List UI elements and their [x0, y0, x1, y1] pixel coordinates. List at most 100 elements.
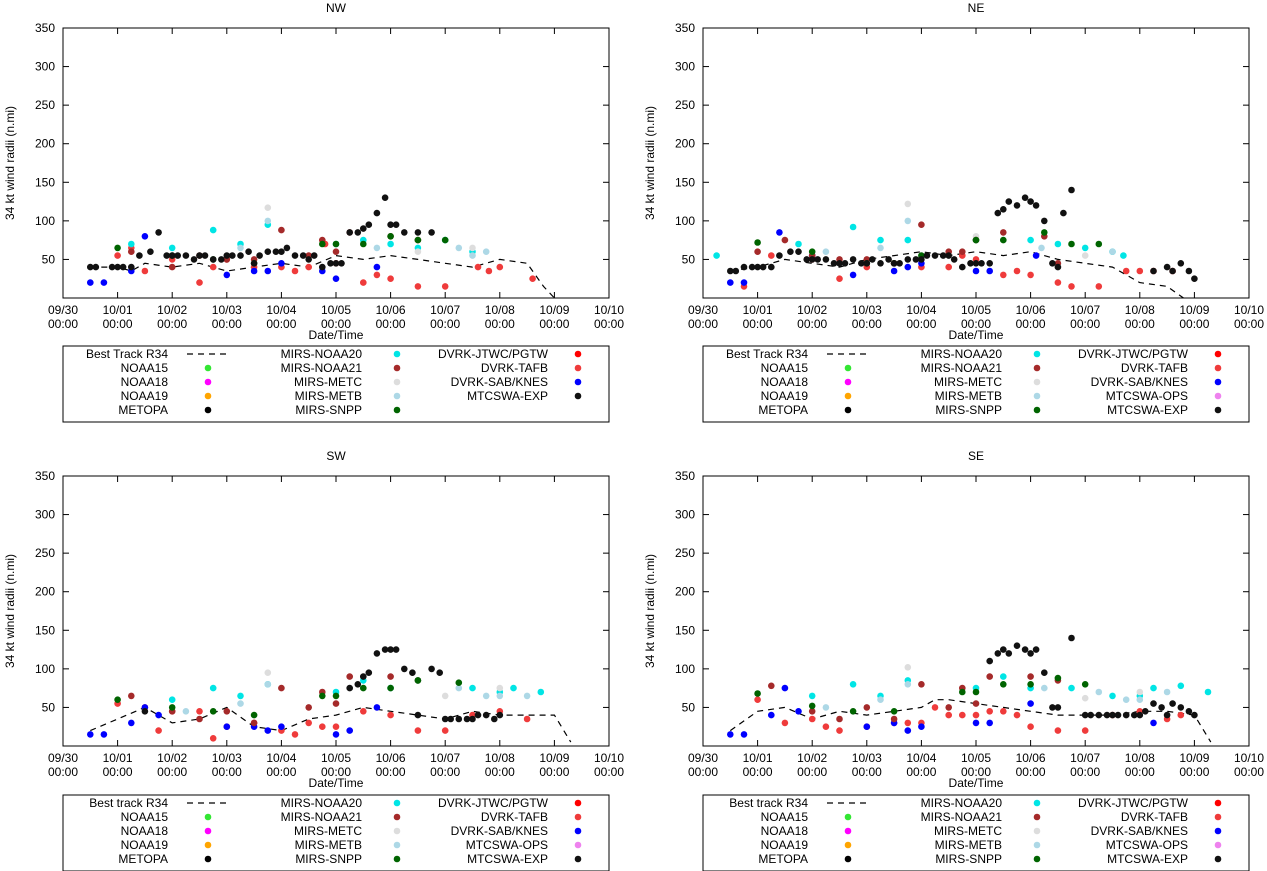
data-point [713, 252, 720, 259]
x-tick-label-time: 00:00 [212, 317, 242, 331]
legend-dot-marker [574, 350, 582, 358]
x-axis-label: Date/Time [949, 776, 1004, 790]
data-point [918, 681, 925, 688]
data-point [727, 731, 734, 738]
data-point [781, 719, 789, 727]
legend-label: DVRK-JTWC/PGTW [1078, 796, 1189, 810]
data-point [1027, 681, 1034, 688]
x-axis-label: Date/Time [949, 328, 1004, 342]
data-point [414, 283, 422, 290]
data-point [950, 256, 958, 263]
data-point [360, 279, 367, 286]
data-point [836, 260, 843, 267]
data-point [346, 673, 354, 680]
data-point [1060, 209, 1067, 217]
legend-label: MIRS-NOAA20 [921, 347, 1003, 361]
data-point [836, 715, 843, 723]
legend-label: NOAA18 [121, 375, 169, 389]
legend-label: Best track R34 [729, 796, 808, 810]
x-tick-label-time: 00:00 [688, 317, 718, 331]
data-point [1122, 267, 1130, 275]
x-tick-label-date: 10/07 [1070, 751, 1100, 765]
data-point [305, 704, 313, 711]
legend-dot-marker [204, 813, 212, 821]
data-point [278, 226, 285, 234]
data-point [365, 221, 373, 228]
data-point [496, 684, 504, 692]
legend-label: Best Track R34 [726, 347, 808, 361]
data-point [959, 688, 966, 696]
data-point [994, 650, 1002, 657]
data-point [904, 200, 912, 208]
data-point [904, 217, 912, 225]
data-point [360, 708, 367, 715]
data-point [814, 256, 821, 263]
data-point [1204, 688, 1212, 696]
data-point [278, 684, 285, 692]
data-point [945, 711, 952, 719]
legend-label: METOPA [118, 852, 168, 866]
data-point [496, 711, 504, 719]
data-point [1120, 252, 1127, 259]
data-point [510, 684, 517, 692]
legend-dot-marker [1214, 378, 1222, 386]
data-point [1038, 244, 1045, 252]
data-point [1136, 696, 1144, 703]
y-tick-label: 250 [675, 546, 695, 560]
x-tick-label-date: 10/03 [852, 751, 882, 765]
data-point [904, 256, 912, 263]
data-point [890, 267, 898, 275]
data-point [1013, 202, 1021, 209]
x-tick-label-time: 00:00 [157, 765, 187, 779]
y-tick-label: 350 [675, 21, 695, 35]
x-tick-label-date: 10/07 [1070, 303, 1100, 317]
x-tick-label-date: 10/01 [743, 303, 773, 317]
data-point [754, 690, 761, 697]
data-point [447, 715, 455, 723]
x-tick-label-time: 00:00 [103, 317, 133, 331]
legend-dot-marker [844, 406, 852, 414]
x-tick-label-time: 00:00 [743, 765, 773, 779]
x-tick-label-date: 10/10 [1234, 751, 1264, 765]
x-tick-label-date: 10/10 [1234, 303, 1264, 317]
y-tick-label: 100 [35, 662, 55, 676]
data-point [414, 248, 422, 255]
legend-label: MIRS-METB [935, 389, 1002, 403]
data-point [141, 267, 149, 275]
legend-dot-marker [1214, 392, 1222, 400]
data-point [972, 711, 980, 719]
data-point [1041, 217, 1048, 225]
data-point [972, 260, 980, 267]
data-point [87, 263, 94, 271]
data-point [1122, 696, 1130, 703]
legend-dot-marker [574, 392, 582, 400]
legend-dot-marker [1033, 378, 1041, 386]
data-point [223, 723, 231, 730]
data-point [1054, 240, 1062, 248]
data-point [128, 692, 135, 700]
data-point [373, 244, 381, 252]
data-point [1054, 263, 1062, 271]
data-point [209, 256, 217, 263]
legend-label: NOAA15 [121, 810, 169, 824]
legend-dot-marker [393, 841, 401, 849]
legend-dot-marker [844, 841, 852, 849]
data-point [436, 669, 444, 676]
data-point [1000, 271, 1007, 279]
data-point [918, 221, 925, 228]
data-point [1150, 700, 1157, 707]
data-point [414, 677, 422, 684]
legend-label: DVRK-TAFB [481, 361, 548, 375]
data-point [768, 263, 775, 271]
data-point [291, 731, 299, 738]
legend-dot-marker [1214, 855, 1222, 863]
data-point [523, 715, 531, 723]
data-point [904, 263, 912, 271]
data-point [310, 252, 318, 259]
legend-box [702, 345, 1250, 423]
data-point [237, 692, 244, 700]
data-point [441, 715, 449, 723]
legend-label: MIRS-METC [934, 824, 1002, 838]
legend-label: DVRK-TAFB [481, 810, 548, 824]
x-tick-label-date: 09/30 [48, 751, 78, 765]
